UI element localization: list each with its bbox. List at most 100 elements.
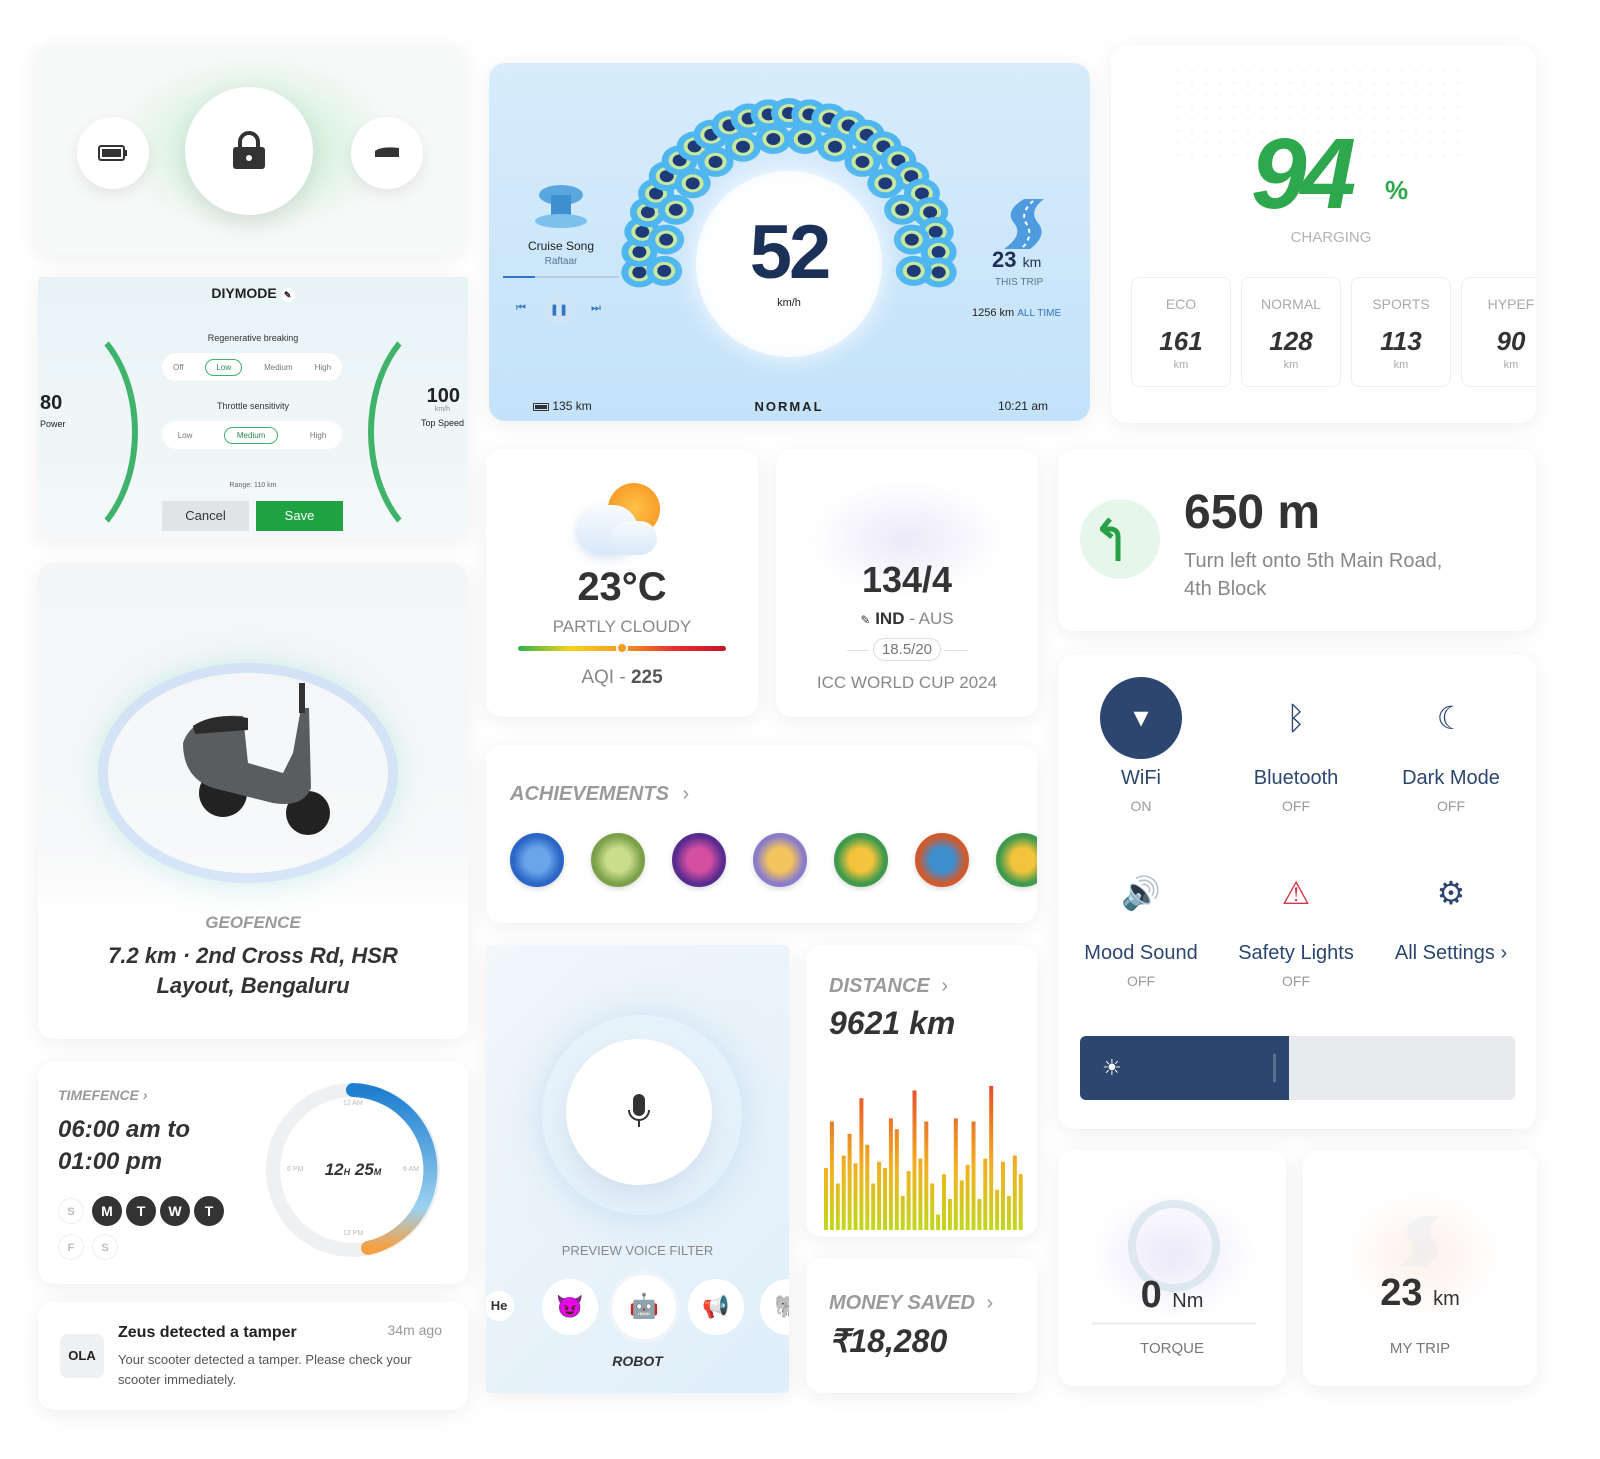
distance-card: DISTANCE › 9621 km	[806, 945, 1037, 1237]
mic-button[interactable]	[566, 1039, 712, 1185]
distance-bar	[912, 1090, 917, 1230]
distance-bar	[1001, 1161, 1005, 1230]
badge-2024-b-icon[interactable]	[915, 833, 969, 887]
distance-value: 9621 km	[829, 1005, 956, 1041]
feather	[674, 168, 711, 199]
regen-high[interactable]: High	[314, 362, 332, 372]
throttle-medium[interactable]: Medium	[223, 426, 279, 444]
feather	[724, 131, 761, 162]
cricket-card: 134/4 ✎ IND - AUS 18.5/20 ICC WORLD CUP …	[776, 449, 1038, 717]
voice-filter-devil[interactable]: 😈	[542, 1279, 598, 1335]
diy-title: DIYMODE	[211, 285, 277, 301]
edit-icon[interactable]: ✎	[280, 288, 295, 302]
mic-icon	[628, 1094, 650, 1127]
toggle-bluetooth[interactable]: ᛒ Bluetooth OFF	[1221, 677, 1371, 817]
badge-referred-a-friend-icon[interactable]	[753, 833, 807, 887]
regen-label: Regenerative breaking	[207, 333, 299, 343]
distance-bar	[883, 1168, 887, 1230]
throttle-selector[interactable]: Low Medium High	[162, 421, 342, 449]
day-1[interactable]: M	[92, 1196, 122, 1226]
distance-bar	[841, 1155, 846, 1230]
toggle-wifi[interactable]: ▾ WiFi ON	[1066, 677, 1216, 817]
cancel-button[interactable]: Cancel	[162, 501, 249, 531]
badge-2024-c-icon[interactable]	[996, 833, 1037, 887]
toggle-mood-sound[interactable]: 🔊 Mood Sound OFF	[1066, 852, 1216, 992]
pause-button[interactable]: ❚❚	[544, 295, 574, 325]
save-button[interactable]: Save	[256, 501, 343, 531]
feather	[697, 146, 734, 177]
day-2[interactable]: T	[126, 1196, 156, 1226]
timefence-link[interactable]: TIMEFENCE ›	[58, 1087, 148, 1103]
badge-2024-a-icon[interactable]	[834, 833, 888, 887]
day-6[interactable]: S	[92, 1234, 118, 1260]
day-4[interactable]: T	[194, 1196, 224, 1226]
speedometer-icon	[1128, 1200, 1220, 1292]
feather	[884, 194, 921, 225]
badge-4-icon[interactable]	[510, 833, 564, 887]
alltime: 1256 km ALL TIME	[972, 307, 1062, 319]
mode-unit: km	[1173, 359, 1189, 371]
mytrip-value: 23 km	[1380, 1272, 1460, 1314]
toggle-safety-lights[interactable]: ⚠ Safety Lights OFF	[1221, 852, 1371, 992]
battery-small-icon	[533, 402, 549, 411]
torque-card: 0 Nm TORQUE	[1058, 1150, 1286, 1386]
money-saved-card: MONEY SAVED › ₹18,280	[806, 1258, 1037, 1393]
battery-button[interactable]	[77, 117, 149, 189]
badge-purple-icon[interactable]	[672, 833, 726, 887]
ride-mode[interactable]: NORMAL	[754, 399, 824, 414]
day-3[interactable]: W	[160, 1196, 190, 1226]
distance-bar	[930, 1183, 935, 1230]
regen-medium[interactable]: Medium	[264, 362, 293, 372]
brightness-handle[interactable]	[1272, 1054, 1276, 1082]
nav-instruction: Turn left onto 5th Main Road, 4th Block	[1184, 550, 1443, 600]
feather	[755, 123, 792, 154]
distance-bar	[977, 1199, 982, 1230]
prev-track-button[interactable]: ⏮	[516, 302, 526, 314]
distance-link[interactable]: DISTANCE ›	[829, 975, 948, 997]
regen-off[interactable]: Off	[172, 362, 184, 372]
voice-filter-robot[interactable]: 🤖	[612, 1275, 676, 1339]
distance-bar	[989, 1085, 994, 1230]
brightness-icon: ☀	[1102, 1055, 1122, 1080]
day-5[interactable]: F	[58, 1234, 84, 1260]
voice-filter-other[interactable]: 🐘	[760, 1279, 789, 1335]
speaker-icon: 🔊	[1121, 875, 1161, 911]
day-0[interactable]: S	[58, 1198, 84, 1224]
notification-card[interactable]: OLA Zeus detected a tamper 34m ago Your …	[38, 1302, 468, 1410]
voice-filter-he[interactable]: He	[486, 1291, 514, 1321]
charge-percent-sign: %	[1385, 175, 1409, 205]
voice-filter-megaphone[interactable]: 📢	[688, 1279, 744, 1335]
aqi-indicator	[616, 642, 628, 654]
power-label: Power	[40, 419, 66, 429]
brightness-slider[interactable]: ☀	[1080, 1036, 1515, 1100]
mode-unit: km	[1503, 359, 1519, 371]
distance-bar	[888, 1118, 893, 1230]
toggle-state: OFF	[1282, 973, 1310, 989]
throttle-low[interactable]: Low	[177, 430, 193, 440]
ola-logo: OLA	[60, 1334, 104, 1378]
cricket-score: 134/4	[861, 559, 953, 600]
seat-button[interactable]	[351, 117, 423, 189]
song-progress[interactable]	[503, 276, 619, 278]
feather	[786, 123, 823, 154]
toggle-all-settings[interactable]: ⚙ All Settings ›	[1376, 852, 1526, 992]
badge-longest-ride-icon[interactable]	[591, 833, 645, 887]
navigation-card: 650 m Turn left onto 5th Main Road, 4th …	[1058, 449, 1536, 631]
achievements-link[interactable]: ACHIEVEMENTS ›	[510, 783, 690, 805]
geofence-card: GEOFENCE 7.2 km · 2nd Cross Rd, HSR Layo…	[38, 563, 468, 1039]
throttle-high[interactable]: High	[309, 430, 327, 440]
lock-button[interactable]	[185, 87, 313, 215]
money-saved-link[interactable]: MONEY SAVED ›	[829, 1292, 994, 1314]
trip-label: THIS TRIP	[995, 277, 1044, 288]
bluetooth-icon: ᛒ	[1286, 700, 1306, 736]
next-track-button[interactable]: ⏭	[591, 302, 601, 314]
toggle-dark-mode[interactable]: ☾ Dark Mode OFF	[1376, 677, 1526, 817]
timefence-range: 06:00 am to 01:00 pm	[58, 1116, 191, 1175]
torque-label: TORQUE	[1140, 1340, 1204, 1357]
scooter-image	[183, 683, 330, 835]
regen-selector[interactable]: Off Low Medium High	[162, 353, 342, 381]
regen-low[interactable]: Low	[205, 358, 243, 376]
toggle-state: OFF	[1437, 798, 1465, 814]
timefence-duration: 12H 25M	[324, 1160, 382, 1179]
